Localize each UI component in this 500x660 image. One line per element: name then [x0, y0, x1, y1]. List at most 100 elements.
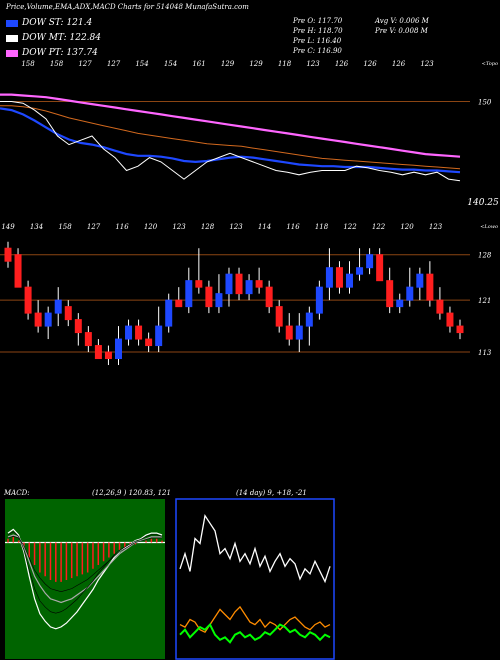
volume-info: Avg V: 0.006 M Pre V: 0.008 M	[375, 17, 429, 35]
candle-body	[225, 273, 233, 295]
price-top-label: 120	[144, 223, 158, 231]
price-right-label: 128	[478, 252, 492, 260]
candle-body	[356, 267, 364, 275]
adx-chart: (14 day) 9, +18, -21	[175, 489, 335, 660]
candle-body	[44, 312, 52, 327]
adx-minus-di-line	[179, 605, 331, 634]
candle-body	[396, 299, 404, 308]
ohlc-info: Pre O: 117.70 Pre H: 118.70 Pre L: 116.4…	[293, 17, 343, 55]
candle-body	[74, 319, 82, 334]
ema-top-label: 126	[392, 60, 406, 68]
candle-body	[205, 286, 213, 308]
macd-chart: MACD: (12,26,9 ) 120.83, 121.57, -0.74 AD…	[3, 489, 170, 659]
ema-line-price	[0, 101, 461, 182]
price-top-label: 134	[30, 223, 43, 231]
candle-body	[24, 286, 32, 314]
candle-body	[245, 280, 253, 295]
ema-top-label: 154	[164, 60, 177, 68]
ema-bottom-label: 140.25	[467, 198, 499, 208]
ema-top-label: 158	[50, 60, 64, 68]
candle-body	[315, 286, 323, 314]
legend-item-dow-mt: DOW MT: 122.84	[6, 33, 101, 43]
candle-body	[446, 312, 454, 327]
candle-body	[386, 280, 394, 308]
macd-shadow-line	[7, 535, 162, 593]
price-chart: 128 121 113 149 134 158 127 116 120 123 128 123 114 1…	[0, 223, 498, 366]
ema-chart: 158 158 127 127 154 154 161 129 129 118 123 126 126 1…	[0, 60, 499, 208]
candle-body	[54, 299, 62, 314]
candle-body	[64, 306, 72, 321]
price-top-label: 149	[1, 223, 15, 231]
legend: DOW ST: 121.4 DOW MT: 122.84 DOW PT: 137…	[6, 18, 101, 58]
price-top-label: 122	[372, 223, 386, 231]
candle-body	[135, 325, 143, 340]
candle-body	[305, 312, 313, 327]
legend-label-dow-mt: DOW MT: 122.84	[22, 33, 101, 43]
legend-item-dow-st: DOW ST: 121.4	[6, 18, 101, 28]
candle-body	[175, 299, 183, 308]
ema-top-label: 123	[306, 60, 320, 68]
ema-top-label: 161	[192, 60, 205, 68]
candle-body	[155, 325, 163, 347]
ema-top-label: 126	[335, 60, 349, 68]
adx-values-label: (14 day) 9, +18, -21	[236, 489, 307, 497]
candle-body	[195, 280, 203, 288]
candle-body	[34, 312, 42, 327]
adx-panel-frame	[175, 498, 335, 660]
legend-label-dow-pt: DOW PT: 137.74	[22, 48, 98, 58]
price-top-right-label: <Lowo	[480, 224, 498, 230]
candle-body	[4, 247, 12, 262]
candle-body	[235, 273, 243, 295]
ema-top-label: 129	[249, 60, 263, 68]
legend-swatch-dow-mt	[6, 34, 18, 42]
price-top-label: 120	[400, 223, 414, 231]
legend-swatch-dow-st	[6, 19, 18, 27]
macd-label: MACD:	[3, 489, 30, 497]
pre-volume: Pre V: 0.008 M	[375, 27, 428, 35]
ema-top-label: 126	[363, 60, 377, 68]
candle-body	[84, 332, 92, 347]
price-top-label: 116	[286, 223, 300, 231]
ema-top-label: 127	[107, 60, 121, 68]
candle-body	[125, 325, 133, 340]
adx-plus-di-line	[179, 622, 331, 644]
candle-body	[325, 267, 333, 288]
legend-item-dow-pt: DOW PT: 137.74	[6, 48, 101, 58]
ema-right-label: 150	[478, 99, 492, 107]
ema-line-long	[0, 93, 461, 158]
ohlc-high: Pre H: 118.70	[293, 27, 343, 35]
candle-body	[346, 273, 354, 288]
candle-body	[255, 280, 263, 288]
candle-body	[114, 338, 122, 360]
ohlc-open: Pre O: 117.70	[293, 17, 343, 25]
candle-body	[366, 254, 374, 269]
macd-line	[7, 528, 163, 630]
price-top-label: 123	[429, 223, 443, 231]
price-top-label: 116	[115, 223, 129, 231]
candle-body	[335, 267, 343, 288]
candle-body	[426, 273, 434, 301]
price-top-label: 128	[201, 223, 215, 231]
price-top-label: 122	[343, 223, 357, 231]
candle-body	[285, 325, 293, 340]
candle-body	[104, 351, 112, 360]
macd-values-label: (12,26,9 ) 120.83, 121.57, -0.74 ADX	[92, 489, 170, 497]
macd-panel-bg	[5, 499, 165, 659]
price-right-label: 121	[478, 297, 491, 305]
ema-line-mid	[0, 105, 461, 170]
candle-body	[275, 306, 283, 327]
candle-body	[265, 286, 273, 308]
ema-top-label: 118	[278, 60, 292, 68]
adx-line	[179, 513, 331, 584]
ema-top-label: 158	[21, 60, 35, 68]
ohlc-close: Pre C: 116.90	[293, 47, 342, 55]
ema-top-right-label: <Topo	[482, 61, 498, 67]
ema-top-label: 127	[78, 60, 92, 68]
candle-body	[94, 345, 102, 360]
price-top-label: 114	[258, 223, 271, 231]
legend-label-dow-st: DOW ST: 121.4	[22, 18, 93, 28]
macd-shadow-line	[7, 531, 163, 614]
ema-top-label: 129	[221, 60, 235, 68]
legend-swatch-dow-pt	[6, 49, 18, 57]
candle-body	[436, 299, 444, 314]
